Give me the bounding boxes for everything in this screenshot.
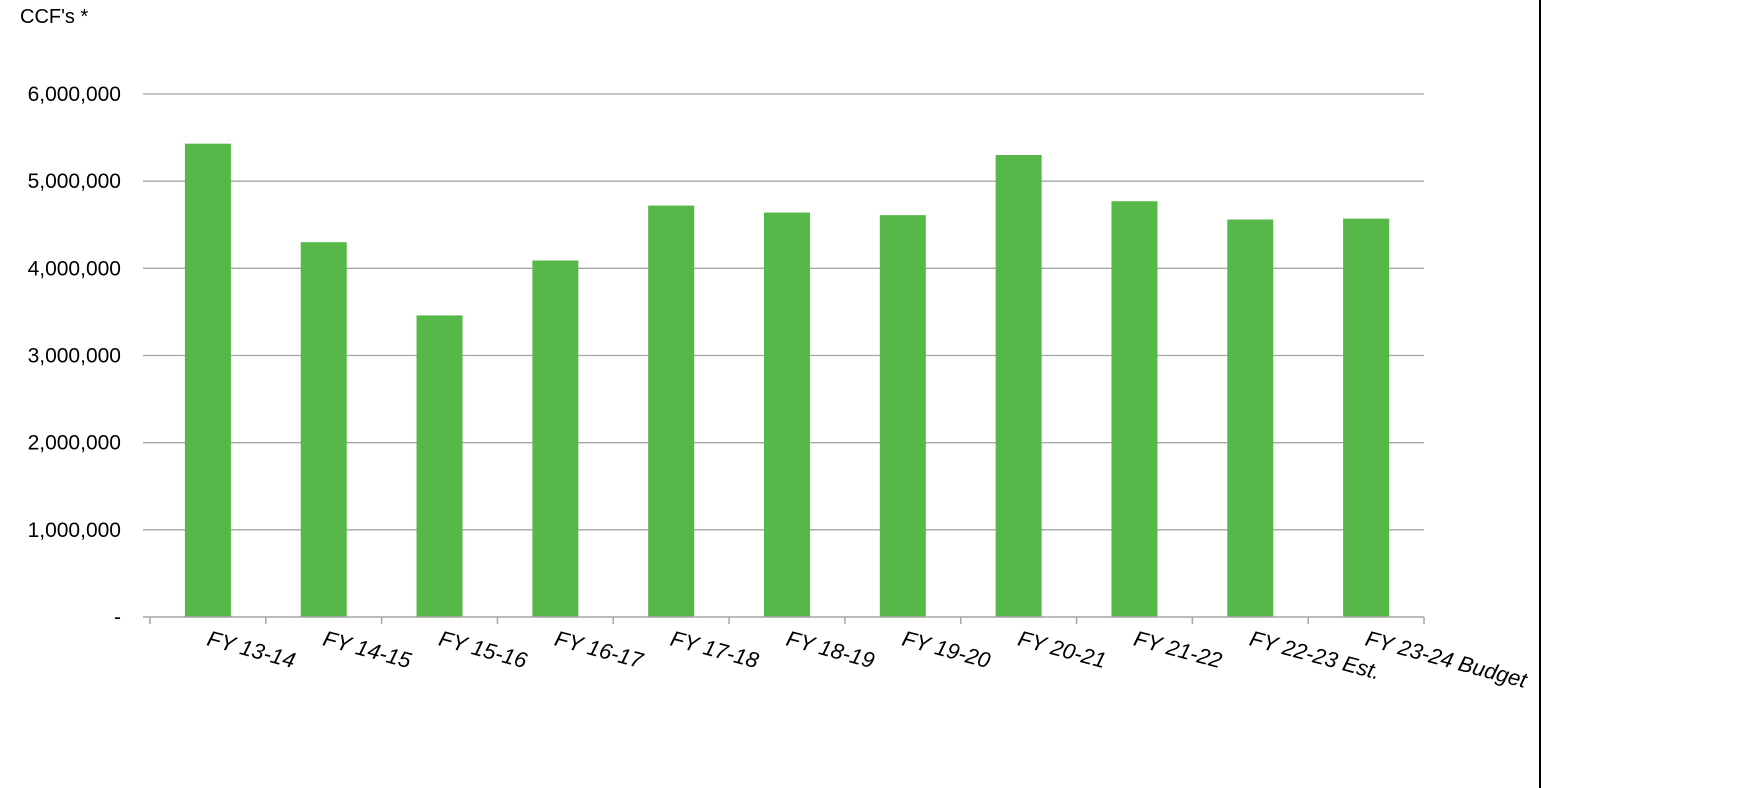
x-tick-label: FY 23-24 Budget [1363,626,1531,693]
y-tick-label: 1,000,000 [28,519,121,542]
x-tick-label: FY 14-15 [320,626,414,674]
bar [995,155,1042,617]
x-tick-label: FY 16-17 [552,626,646,674]
x-tick-label: FY 18-19 [784,626,878,673]
right-border [1539,0,1541,788]
y-tick-label: 4,000,000 [28,257,121,280]
bar [764,212,810,617]
bar [300,242,347,617]
bar [648,205,695,617]
y-tick-label: 3,000,000 [28,345,121,368]
bar [184,143,231,617]
x-tick-label: FY 21-22 [1131,626,1225,673]
bar [1343,218,1390,618]
x-tick-label: FY 20-21 [1015,626,1109,673]
y-unit-label: CCF's * [20,6,89,28]
x-tick-label: FY 15-16 [436,626,530,674]
bars [184,143,1390,618]
x-axis [143,616,1425,624]
bar [1111,201,1158,617]
bar [879,215,926,617]
bar [416,315,463,617]
x-axis-tick-labels: FY 13-14 FY 14-15 FY 15-16 FY 16-17 FY 17-18… [205,626,1531,693]
x-tick-label: FY 19-20 [900,626,994,674]
bar [1227,219,1274,617]
y-tick-label: 6,000,000 [28,83,121,106]
x-tick-label: FY 17-18 [668,626,762,674]
x-tick-label: FY 13-14 [205,626,299,673]
y-tick-label: - [114,606,121,629]
bar [532,260,579,617]
y-tick-label: 5,000,000 [28,170,121,193]
y-axis-tick-labels: - 1,000,000 2,000,000 3,000,000 4,000,000 5,0… [28,83,121,629]
y-tick-label: 2,000,000 [28,432,121,455]
x-tick-label: FY 22-23 Est. [1247,626,1383,685]
